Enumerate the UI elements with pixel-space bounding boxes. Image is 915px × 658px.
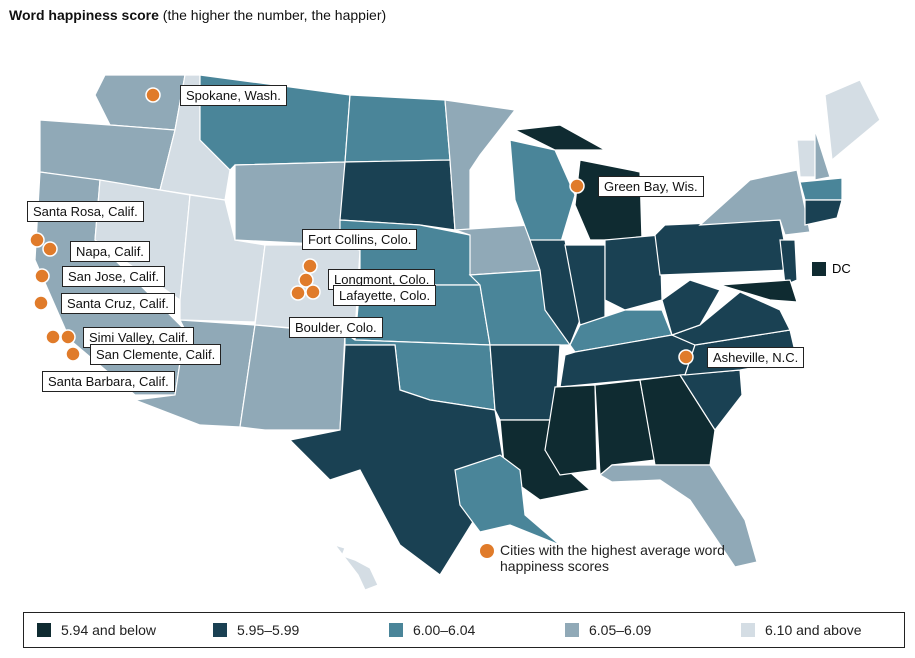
state-ct [804, 199, 843, 226]
state-oh [604, 234, 663, 311]
city-dot [678, 349, 694, 365]
legend-swatch [213, 623, 227, 637]
city-dot [29, 232, 45, 248]
city-dot-icon [480, 544, 494, 558]
state-wv [661, 279, 721, 336]
legend-label: 6.05–6.09 [589, 622, 652, 638]
dc-marker: DC [812, 261, 851, 276]
state-nj [779, 239, 798, 286]
state-ar [489, 344, 561, 421]
state-nm [239, 324, 346, 431]
legend-swatch [741, 623, 755, 637]
city-label: Santa Rosa, Calif. [27, 201, 144, 222]
state-al [594, 379, 656, 477]
city-dot [33, 295, 49, 311]
state-vt [796, 139, 816, 178]
state-ms [544, 384, 598, 476]
city-label: San Clemente, Calif. [90, 344, 222, 365]
legend-item: 6.10 and above [728, 622, 904, 638]
state-tx [288, 344, 506, 576]
legend-label: 6.10 and above [765, 622, 862, 638]
city-dot [569, 178, 585, 194]
city-label: Longmont, Colo. [328, 269, 436, 290]
state-mi [574, 159, 643, 241]
map-title: Word happiness score (the higher the num… [9, 7, 387, 23]
legend-label: 5.94 and below [61, 622, 156, 638]
state-nd [344, 94, 451, 163]
legend-item: 6.00–6.04 [376, 622, 552, 638]
city-label: Napa, Calif. [70, 241, 150, 262]
state-pa [654, 219, 791, 276]
city-label: Simi Valley, Calif. [83, 327, 195, 348]
city-dot [45, 329, 61, 345]
legend-item: 5.95–5.99 [200, 622, 376, 638]
legend-label: 6.00–6.04 [413, 622, 476, 638]
city-label: Boulder, Colo. [289, 317, 383, 338]
city-dot [290, 285, 306, 301]
dc-swatch [812, 261, 826, 276]
state-fl [598, 464, 758, 568]
legend-swatch [389, 623, 403, 637]
legend-swatch [37, 623, 51, 637]
city-dot [302, 258, 318, 274]
city-label: Asheville, N.C. [707, 347, 805, 368]
state-wa [94, 74, 186, 131]
legend-item: 6.05–6.09 [552, 622, 728, 638]
city-dot [305, 284, 321, 300]
legend-label: 5.95–5.99 [237, 622, 300, 638]
legend: 5.94 and below 5.95–5.99 6.00–6.04 6.05–6.0… [23, 612, 905, 648]
city-dot [34, 268, 50, 284]
city-legend: Cities with the highest average word hap… [480, 542, 730, 574]
state-nh [814, 129, 831, 181]
state-ak [454, 454, 561, 546]
state-miu [512, 124, 608, 151]
city-label: Santa Barbara, Calif. [42, 371, 175, 392]
city-dot [60, 329, 76, 345]
legend-item: 5.94 and below [24, 622, 200, 638]
city-dot [42, 241, 58, 257]
state-ny [698, 169, 811, 236]
city-dot [145, 87, 161, 103]
state-me [824, 79, 881, 162]
state-ma [799, 177, 843, 201]
state-ga [639, 374, 716, 466]
state-hi [331, 543, 379, 591]
city-label: Green Bay, Wis. [598, 176, 704, 197]
city-dot [65, 346, 81, 362]
city-label: San Jose, Calif. [62, 266, 166, 287]
legend-swatch [565, 623, 579, 637]
state-sd [339, 159, 456, 231]
city-label: Spokane, Wash. [180, 85, 287, 106]
city-label: Lafayette, Colo. [333, 285, 437, 306]
city-label: Santa Cruz, Calif. [61, 293, 175, 314]
city-label: Fort Collins, Colo. [302, 229, 418, 250]
city-dot [298, 272, 314, 288]
state-mn [444, 99, 517, 231]
state-md [719, 279, 798, 303]
